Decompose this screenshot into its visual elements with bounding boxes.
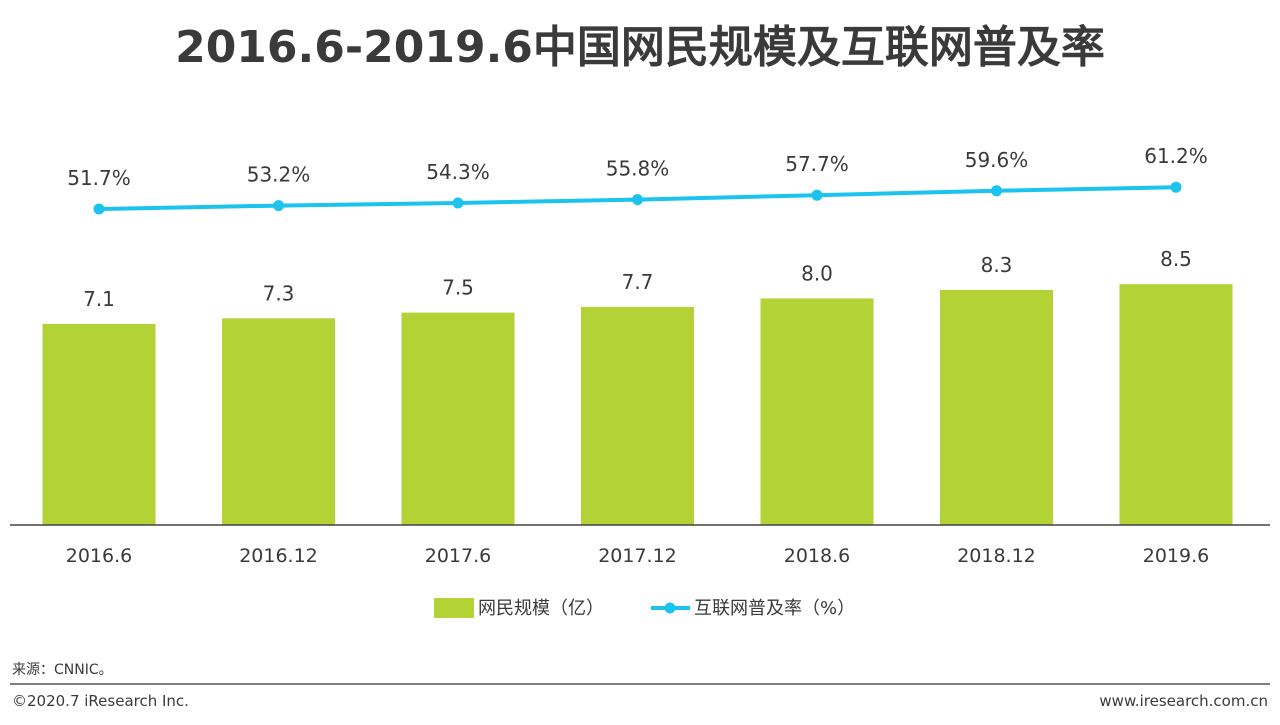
legend-bar-label: 网民规模（亿） — [478, 598, 604, 619]
x-axis-tick-labels: 2016.6 2016.12 2017.6 2017.12 2018.6 2018.12 2… — [66, 545, 1209, 567]
line-point-2019.6 — [1170, 181, 1182, 193]
bar-2017.6 — [401, 312, 515, 525]
line-label-2016.12: 53.2% — [247, 163, 311, 187]
line-label-2019.6: 61.2% — [1144, 144, 1208, 168]
line-point-2018.6 — [811, 189, 823, 201]
bar-label-2017.6: 7.5 — [442, 276, 474, 300]
legend-bar-swatch — [434, 598, 474, 618]
x-tick-2019.6: 2019.6 — [1143, 545, 1209, 567]
legend-line-label: 互联网普及率（%） — [694, 598, 855, 619]
bar-series — [42, 284, 1233, 526]
copyright: ©2020.7 iResearch Inc. — [12, 692, 189, 710]
line-point-2016.6 — [93, 203, 105, 215]
line-label-2018.6: 57.7% — [785, 152, 849, 176]
legend-line-marker — [664, 602, 676, 614]
bar-2017.12 — [581, 306, 694, 525]
bar-2016.6 — [42, 323, 156, 525]
x-tick-2017.6: 2017.6 — [425, 545, 491, 567]
source-note: 来源：CNNIC。 — [12, 662, 113, 678]
bar-label-2016.6: 7.1 — [83, 287, 115, 311]
x-tick-2017.12: 2017.12 — [598, 545, 677, 567]
line-point-2016.12 — [273, 200, 284, 212]
line-label-2017.6: 54.3% — [426, 160, 490, 184]
bar-label-2018.6: 8.0 — [801, 261, 833, 285]
line-series — [93, 181, 1182, 215]
line-label-2016.6: 51.7% — [67, 166, 131, 190]
bar-2016.12 — [222, 318, 335, 526]
chart-title: 2016.6-2019.6中国网民规模及互联网普及率 — [175, 22, 1105, 73]
bar-value-labels: 7.1 7.3 7.5 7.7 8.0 8.3 8.5 — [83, 247, 1192, 311]
bar-label-2016.12: 7.3 — [263, 281, 295, 305]
footer-url: www.iresearch.com.cn — [1099, 692, 1268, 710]
line-value-labels: 51.7% 53.2% 54.3% 55.8% 57.7% 59.6% 61.2% — [67, 144, 1208, 190]
bar-2018.12 — [940, 289, 1053, 525]
bar-label-2018.12: 8.3 — [981, 253, 1013, 277]
line-label-2017.12: 55.8% — [606, 157, 670, 181]
x-tick-2016.6: 2016.6 — [66, 545, 132, 567]
bar-2018.6 — [760, 298, 874, 525]
line-point-2017.6 — [452, 197, 464, 209]
x-tick-2018.6: 2018.6 — [784, 545, 850, 567]
legend: 网民规模（亿） 互联网普及率（%） — [434, 598, 855, 619]
line-point-2017.12 — [632, 194, 643, 206]
x-tick-2018.12: 2018.12 — [957, 545, 1036, 567]
line-label-2018.12: 59.6% — [965, 148, 1029, 172]
line-point-2018.12 — [991, 185, 1002, 197]
bar-2019.6 — [1119, 284, 1233, 525]
bar-label-2017.12: 7.7 — [622, 270, 654, 294]
x-tick-2016.12: 2016.12 — [239, 545, 318, 567]
bar-label-2019.6: 8.5 — [1160, 247, 1192, 271]
